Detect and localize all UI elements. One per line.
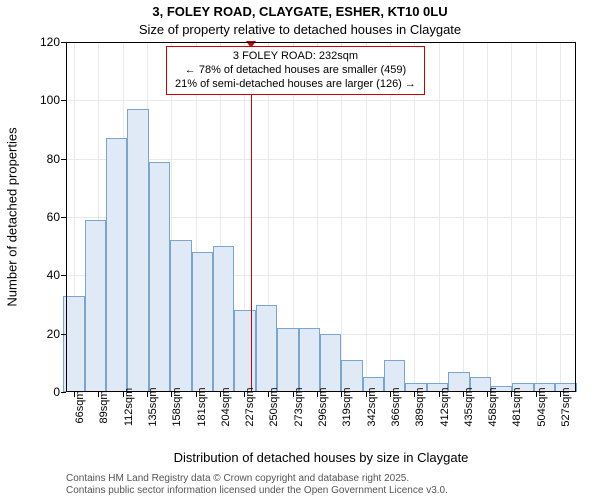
- y-tick-label: 40: [47, 268, 60, 282]
- x-tick-label: 181sqm: [196, 387, 208, 426]
- x-tick-label: 389sqm: [414, 387, 426, 426]
- property-size-chart: 3, FOLEY ROAD, CLAYGATE, ESHER, KT10 0LU…: [0, 0, 600, 500]
- attribution-line-2: Contains public sector information licen…: [66, 485, 448, 497]
- y-tick-label: 0: [53, 385, 60, 399]
- info-box: 3 FOLEY ROAD: 232sqm ← 78% of detached h…: [166, 46, 425, 95]
- x-axis-label: Distribution of detached houses by size …: [174, 450, 469, 465]
- x-tick-label: 412sqm: [439, 387, 451, 426]
- x-tick-label: 273sqm: [293, 387, 305, 426]
- x-tick-label: 366sqm: [390, 387, 402, 426]
- x-tick-label: 89sqm: [98, 390, 110, 423]
- info-line-2: ← 78% of detached houses are smaller (45…: [175, 64, 416, 78]
- x-tick-label: 342sqm: [366, 387, 378, 426]
- y-axis-label: Number of detached properties: [5, 127, 20, 306]
- chart-title-sub: Size of property relative to detached ho…: [139, 22, 461, 37]
- x-tick-label: 458sqm: [487, 387, 499, 426]
- plot-area: 3 FOLEY ROAD: 232sqm ← 78% of detached h…: [66, 42, 576, 392]
- y-tick-label: 20: [47, 327, 60, 341]
- x-tick-label: 135sqm: [147, 387, 159, 426]
- attribution: Contains HM Land Registry data © Crown c…: [66, 473, 448, 497]
- x-tick-label: 204sqm: [220, 387, 232, 426]
- x-tick-label: 527sqm: [560, 387, 572, 426]
- y-tick-label: 100: [40, 93, 60, 107]
- y-tick-label: 80: [47, 152, 60, 166]
- x-tick-label: 250sqm: [268, 387, 280, 426]
- x-tick-label: 158sqm: [171, 387, 183, 426]
- y-tick-label: 60: [47, 210, 60, 224]
- info-line-3: 21% of semi-detached houses are larger (…: [175, 78, 416, 92]
- x-tick-label: 435sqm: [463, 387, 475, 426]
- x-tick-label: 319sqm: [341, 387, 353, 426]
- x-tick-label: 481sqm: [511, 387, 523, 426]
- x-tick-label: 112sqm: [123, 388, 135, 426]
- info-line-1: 3 FOLEY ROAD: 232sqm: [175, 50, 416, 64]
- x-tick-label: 66sqm: [74, 390, 86, 423]
- x-tick-label: 227sqm: [244, 387, 256, 426]
- attribution-line-1: Contains HM Land Registry data © Crown c…: [66, 473, 448, 485]
- chart-title-main: 3, FOLEY ROAD, CLAYGATE, ESHER, KT10 0LU: [152, 4, 447, 19]
- x-tick-label: 296sqm: [317, 387, 329, 426]
- x-tick-label: 504sqm: [536, 387, 548, 426]
- y-tick-label: 120: [40, 35, 60, 49]
